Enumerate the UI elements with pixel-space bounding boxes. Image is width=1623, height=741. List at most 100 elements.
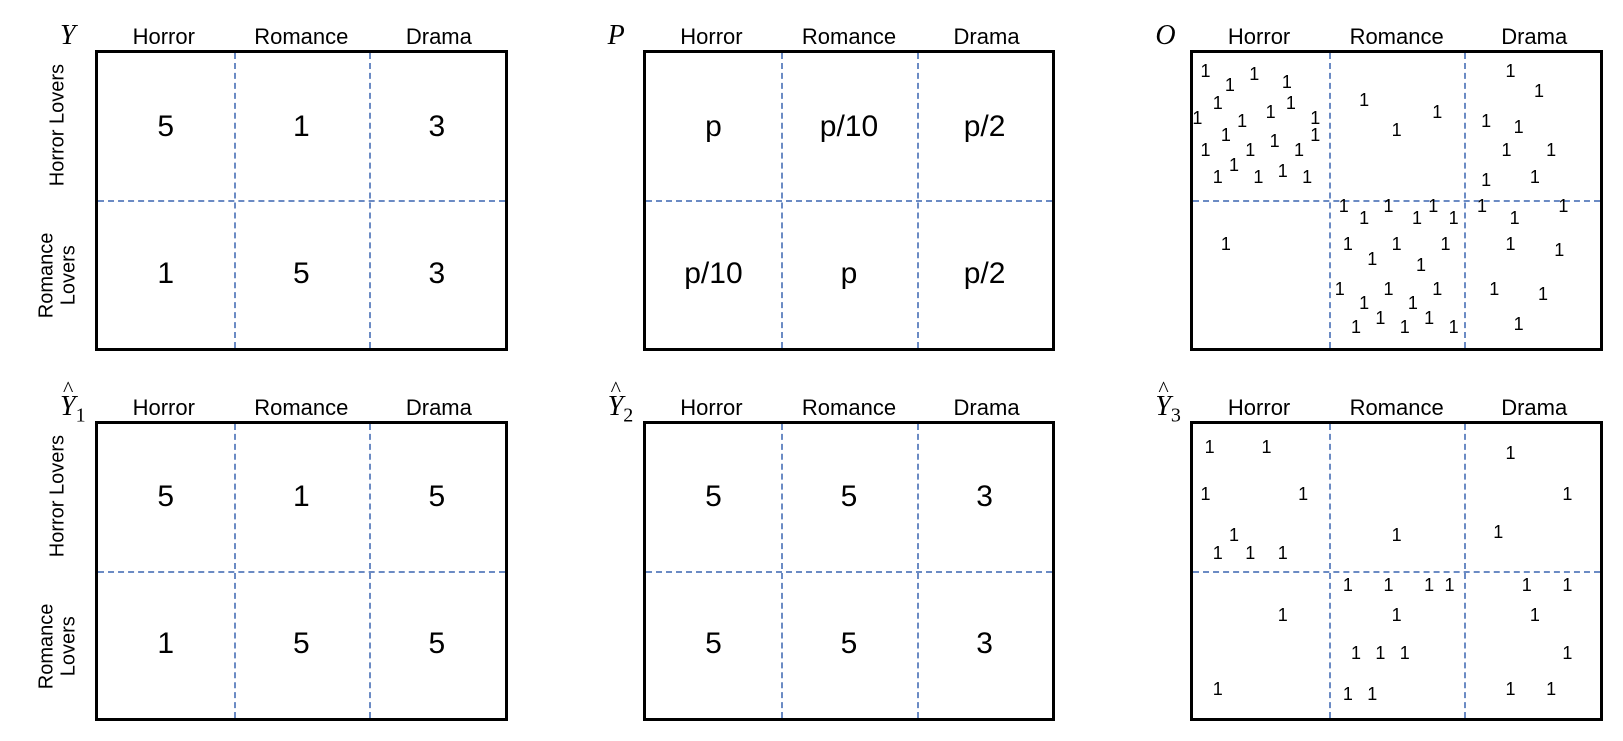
row-label: Horror Lovers [20,421,95,571]
scatter-point: 1 [1375,309,1385,327]
matrix-label: Y3 [1155,391,1181,428]
scatter-point: 1 [1530,168,1540,186]
scatter-point: 1 [1506,444,1516,462]
scatter-point: 1 [1192,109,1202,127]
cell: 5 [234,200,370,347]
cell: p [781,200,917,347]
cell: 5 [369,424,505,571]
col-header: Horror [95,24,233,50]
scatter-point: 1 [1294,141,1304,159]
scatter-point: 1 [1449,209,1459,227]
matrix-body: Horror LoversRomance Lovers515155 [20,421,508,722]
col-headers: HorrorRomanceDrama [1190,20,1603,50]
cell: p/2 [917,200,1053,347]
scatter-point: 1 [1221,126,1231,144]
scatter-point: 1 [1245,141,1255,159]
scatter-point: 1 [1213,544,1223,562]
cell: 1 [234,424,370,571]
cell: 5 [234,571,370,718]
scatter-point: 1 [1424,309,1434,327]
scatter-point: 1 [1384,280,1394,298]
cell: 3 [369,53,505,200]
scatter-point: 1 [1493,523,1503,541]
col-header: Drama [1465,24,1603,50]
scatter-point: 1 [1213,94,1223,112]
grid: 513153 [95,50,508,351]
scatter-point: 1 [1554,241,1564,259]
scatter-point: 1 [1481,171,1491,189]
col-header: Drama [370,24,508,50]
scatter-point: 1 [1229,526,1239,544]
matrix-label: O [1155,20,1175,52]
scatter-grid: 1111111111111111111111111111111111111111… [1190,50,1603,351]
col-header: Drama [918,395,1056,421]
scatter-point: 1 [1253,168,1263,186]
matrix-body: Horror LoversRomance Lovers1111111111111… [1115,421,1603,722]
scatter-point: 1 [1449,318,1459,336]
cell: 5 [781,571,917,718]
grid-line [1193,200,1600,202]
scatter-point: 1 [1445,576,1455,594]
col-headers: HorrorRomanceDrama [95,20,508,50]
matrix-Y: Y HorrorRomanceDramaHorror LoversRomance … [20,20,508,351]
scatter-grid: 111111111111111111111111111111 [1190,421,1603,722]
scatter-point: 1 [1392,121,1402,139]
scatter-point: 1 [1298,485,1308,503]
scatter-point: 1 [1534,82,1544,100]
col-headers: HorrorRomanceDrama [643,391,1056,421]
scatter-point: 1 [1400,318,1410,336]
scatter-point: 1 [1384,576,1394,594]
scatter-point: 1 [1392,606,1402,624]
scatter-point: 1 [1282,73,1292,91]
scatter-point: 1 [1343,235,1353,253]
row-labels: Horror LoversRomance Lovers [20,421,95,722]
cell: p/10 [646,200,782,347]
scatter-point: 1 [1514,315,1524,333]
scatter-point: 1 [1278,162,1288,180]
col-header: Romance [780,395,918,421]
col-header: Romance [1328,24,1466,50]
scatter-point: 1 [1506,680,1516,698]
grid-hline [646,200,1053,202]
scatter-point: 1 [1351,318,1361,336]
scatter-point: 1 [1359,294,1369,312]
col-header: Horror [1190,395,1328,421]
scatter-point: 1 [1278,606,1288,624]
matrix-body: Horror LoversRomance Lovers513153 [20,50,508,351]
matrix-Y3: Y3 HorrorRomanceDramaHorror LoversRomance… [1115,391,1603,722]
cell: 1 [98,200,234,347]
matrix-label: Y [60,20,76,52]
scatter-point: 1 [1489,280,1499,298]
scatter-point: 1 [1400,644,1410,662]
scatter-point: 1 [1412,209,1422,227]
cell: p [646,53,782,200]
col-header: Romance [1328,395,1466,421]
scatter-point: 1 [1335,280,1345,298]
scatter-point: 1 [1558,197,1568,215]
cell: 5 [781,424,917,571]
scatter-point: 1 [1562,644,1572,662]
col-header: Horror [1190,24,1328,50]
matrix-Y1: Y1HorrorRomanceDramaHorror LoversRomance… [20,391,508,722]
cell: 5 [369,571,505,718]
scatter-point: 1 [1428,197,1438,215]
figure-grid: YHorrorRomanceDramaHorror LoversRomance … [20,20,1603,721]
col-header: Drama [918,24,1056,50]
col-header: Drama [1465,395,1603,421]
scatter-point: 1 [1510,209,1520,227]
grid-hline [98,571,505,573]
scatter-point: 1 [1501,141,1511,159]
cell: 5 [646,571,782,718]
scatter-point: 1 [1562,576,1572,594]
scatter-point: 1 [1249,65,1259,83]
row-labels: Horror LoversRomance Lovers [20,50,95,351]
matrix-Y2: Y2HorrorRomanceDramaHorror LoversRomance… [568,391,1056,722]
scatter-point: 1 [1424,576,1434,594]
grid: pp/10p/2p/10pp/2 [643,50,1056,351]
scatter-point: 1 [1522,576,1532,594]
col-header: Horror [643,24,781,50]
scatter-point: 1 [1229,156,1239,174]
cell: 3 [917,424,1053,571]
scatter-point: 1 [1432,103,1442,121]
col-headers: HorrorRomanceDrama [1190,391,1603,421]
